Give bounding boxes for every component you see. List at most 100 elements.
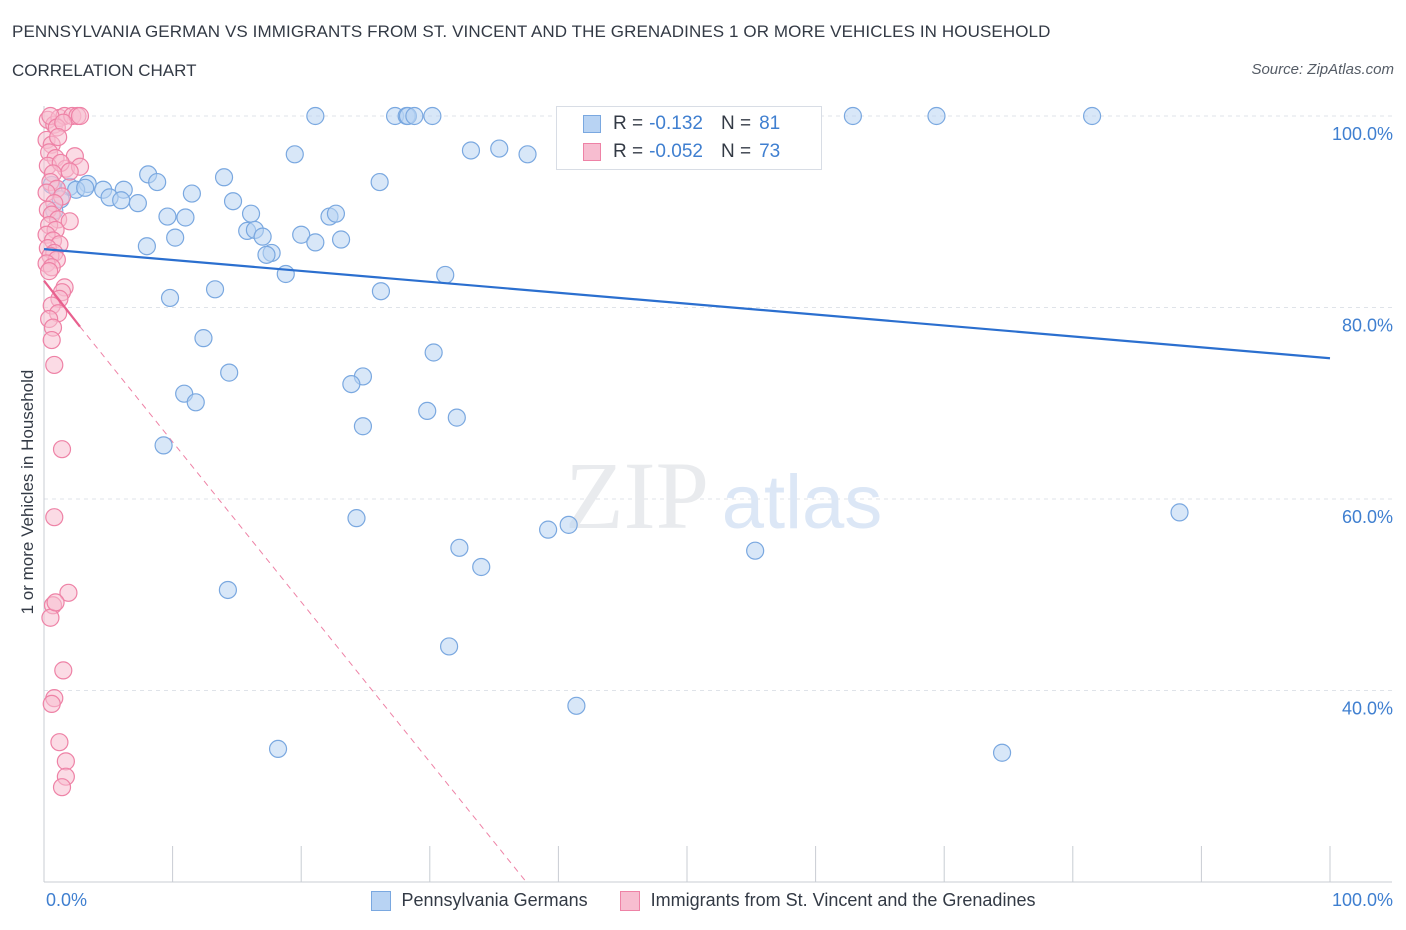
pink-n-label: N = — [720, 141, 752, 162]
blue-point — [518, 145, 537, 164]
blue-n-label: N = — [720, 113, 752, 134]
pink-point — [45, 355, 64, 375]
pink-points — [37, 106, 90, 797]
chart-title: PENNSYLVANIA GERMAN VS IMMIGRANTS FROM S… — [12, 22, 1051, 41]
pink-point — [52, 778, 72, 797]
y-tick-labels: 100.0% 80.0% 60.0% 40.0% — [1332, 124, 1393, 719]
blue-point — [326, 204, 346, 223]
y-tick-label: 80.0% — [1342, 316, 1393, 336]
pink-point — [49, 127, 68, 147]
pink-point — [54, 661, 73, 680]
blue-point — [472, 557, 491, 577]
blue-point — [347, 509, 366, 528]
pink-point — [42, 330, 61, 350]
blue-point — [268, 739, 288, 759]
pink-trend-line — [43, 280, 81, 328]
blue-point — [461, 141, 481, 160]
blue-point — [746, 541, 765, 560]
blue-point — [436, 265, 455, 285]
blue-point — [353, 417, 373, 436]
blue-point — [223, 192, 243, 211]
axes — [43, 106, 1392, 883]
blue-point — [76, 178, 95, 197]
legend-item-pennsylvania-germans[interactable]: Pennsylvania Germans — [370, 890, 588, 911]
blue-point — [490, 139, 509, 158]
pink-point — [56, 752, 75, 771]
blue-point — [370, 172, 389, 192]
blue-point — [292, 225, 311, 244]
pink-point — [59, 583, 78, 602]
blue-point — [450, 538, 469, 557]
blue-point — [567, 696, 586, 715]
blue-point — [194, 329, 213, 348]
blue-point — [257, 245, 276, 264]
y-tick-label: 100.0% — [1332, 124, 1393, 144]
pink-point — [60, 162, 79, 181]
blue-point — [559, 515, 578, 534]
blue-trend-line — [43, 247, 1331, 360]
blue-point — [371, 282, 391, 301]
blue-point — [128, 194, 147, 213]
chart-subtitle: CORRELATION CHART — [12, 61, 197, 80]
source-note: Source: ZipAtlas.com — [1251, 61, 1394, 78]
blue-point — [176, 208, 195, 227]
blue-point — [285, 145, 304, 164]
x-tick-min: 0.0% — [46, 890, 88, 910]
blue-point — [424, 343, 443, 362]
watermark-atlas: atlas — [722, 460, 883, 545]
blue-point — [112, 191, 131, 210]
pink-point — [42, 694, 61, 714]
legend-swatch-pink — [619, 890, 640, 911]
pink-n-value: 73 — [759, 141, 781, 162]
blue-swatch — [583, 115, 601, 133]
blue-point — [927, 106, 946, 126]
blue-r-label: R = — [613, 113, 644, 134]
pink-point — [40, 262, 59, 281]
blue-point — [306, 106, 325, 126]
pink-r-value: -0.052 — [649, 141, 703, 162]
blue-point — [158, 207, 177, 226]
blue-point — [148, 172, 167, 192]
blue-point — [154, 436, 173, 455]
watermark-zip: ZIP — [565, 442, 709, 549]
blue-point — [182, 184, 201, 203]
blue-point — [447, 408, 466, 427]
blue-n-value: 81 — [759, 113, 781, 134]
blue-point — [992, 743, 1012, 762]
blue-point — [253, 227, 272, 246]
blue-point — [186, 393, 205, 412]
blue-point — [1082, 106, 1102, 126]
blue-points — [42, 106, 1189, 762]
blue-point — [439, 637, 459, 656]
blue-point — [423, 106, 442, 126]
x-tick-max: 100.0% — [1331, 890, 1393, 910]
pink-point — [52, 440, 72, 459]
blue-point — [166, 228, 185, 247]
blue-point — [306, 233, 325, 252]
pink-r-label: R = — [613, 141, 644, 162]
blue-point — [205, 280, 225, 299]
blue-point — [214, 168, 234, 187]
pink-point — [41, 608, 60, 627]
pink-point — [70, 106, 90, 126]
blue-point — [539, 520, 558, 539]
y-axis-label: 1 or more Vehicles in Household — [18, 369, 37, 615]
blue-point — [160, 288, 180, 308]
legend-label-blue: Pennsylvania Germans — [401, 890, 588, 910]
blue-point — [405, 106, 424, 126]
blue-point — [843, 106, 862, 126]
pink-trend-extension — [79, 326, 527, 883]
blue-point — [241, 204, 261, 223]
blue-point — [220, 363, 239, 382]
blue-point — [218, 580, 237, 600]
pink-point — [50, 733, 69, 752]
legend-item-st-vincent-immigrants[interactable]: Immigrants from St. Vincent and the Gren… — [619, 890, 1036, 911]
legend-label-pink: Immigrants from St. Vincent and the Gren… — [650, 890, 1036, 910]
blue-point — [342, 375, 361, 394]
pink-swatch — [583, 143, 601, 161]
legend-swatch-blue — [370, 890, 391, 911]
pink-trend-extension-line — [79, 326, 527, 883]
gridlines — [44, 115, 1392, 691]
watermark: ZIP atlas — [565, 442, 882, 549]
